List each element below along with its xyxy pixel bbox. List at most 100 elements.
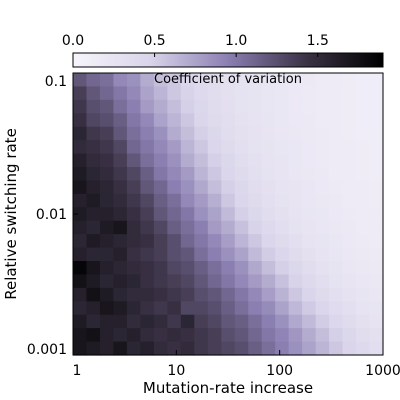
heatmap-cell [140, 140, 155, 155]
heatmap-cell [113, 126, 128, 141]
heatmap-cell [302, 153, 317, 168]
heatmap-cell [153, 113, 168, 128]
heatmap-cell [342, 341, 357, 356]
heatmap-cell [342, 314, 357, 329]
heatmap-cell [248, 287, 263, 302]
heatmap-cell [140, 167, 155, 182]
heatmap-cell [288, 207, 303, 222]
heatmap-cell [86, 247, 101, 262]
heatmap-cell [329, 328, 344, 343]
heatmap-cell [99, 73, 115, 88]
heatmap-cell [261, 167, 276, 182]
heatmap-cell [275, 234, 290, 249]
heatmap-cell [207, 180, 222, 195]
heatmap-cell [86, 234, 101, 249]
heatmap-cell [167, 99, 182, 114]
heatmap-cell [221, 193, 236, 208]
heatmap-cell [221, 140, 236, 155]
heatmap-cell [180, 301, 195, 316]
heatmap-cell [140, 180, 155, 195]
heatmap-cell [288, 234, 303, 249]
heatmap-cell [153, 99, 168, 114]
heatmap-cell [369, 341, 384, 356]
heatmap-cell [248, 207, 263, 222]
heatmap-cell [180, 73, 195, 88]
heatmap-cell [248, 153, 263, 168]
heatmap-cell [275, 328, 290, 343]
heatmap-cell [126, 301, 141, 316]
heatmap-cell [302, 341, 317, 356]
colorbar-ticks: 0.0 0.5 1.0 1.5 [62, 33, 329, 57]
heatmap-cell [194, 167, 209, 182]
heatmap-cell [221, 113, 236, 128]
heatmap-cell [288, 167, 303, 182]
heatmap-cell [194, 140, 209, 155]
heatmap-cell [234, 287, 249, 302]
heatmap-cell [329, 287, 344, 302]
heatmap-cell [221, 261, 236, 276]
heatmap-cell [356, 234, 371, 249]
heatmap-cell [356, 167, 371, 182]
heatmap-cell [342, 167, 357, 182]
heatmap-cell [302, 261, 317, 276]
heatmap-cell [302, 140, 317, 155]
heatmap-cell [99, 207, 115, 222]
heatmap-cell [180, 126, 195, 141]
heatmap-cell [86, 73, 101, 88]
heatmap-cell [167, 126, 182, 141]
heatmap-cell [207, 153, 222, 168]
heatmap-cell [207, 274, 222, 289]
heatmap-cell [261, 261, 276, 276]
heatmap-cell [207, 99, 222, 114]
heatmap-cell [315, 274, 330, 289]
heatmap-cell [153, 261, 168, 276]
heatmap-cell [113, 180, 128, 195]
heatmap-cell [234, 341, 249, 356]
heatmap-cell [99, 193, 115, 208]
heatmap-cell [126, 341, 141, 356]
heatmap-cell [99, 314, 115, 329]
heatmap-cell [275, 314, 290, 329]
heatmap-cell [221, 274, 236, 289]
heatmap-cell [99, 86, 115, 101]
heatmap-cell [194, 247, 209, 262]
heatmap-cell [261, 234, 276, 249]
heatmap-cell [369, 220, 384, 235]
heatmap-cell [275, 287, 290, 302]
heatmap-cell [315, 113, 330, 128]
heatmap-cell [342, 153, 357, 168]
heatmap-cell [234, 193, 249, 208]
heatmap-cell [288, 180, 303, 195]
heatmap-cell [153, 301, 168, 316]
heatmap-cell [113, 207, 128, 222]
heatmap-cell [288, 99, 303, 114]
heatmap-cell [99, 341, 115, 356]
heatmap-cell [275, 341, 290, 356]
heatmap-cell [207, 234, 222, 249]
heatmap-cell [113, 193, 128, 208]
heatmap-cell [288, 301, 303, 316]
heatmap-cell [369, 180, 384, 195]
heatmap-cell [86, 314, 101, 329]
heatmap-cell [302, 180, 317, 195]
heatmap-cell [261, 153, 276, 168]
heatmap-cell [126, 86, 141, 101]
heatmap-cell [99, 234, 115, 249]
heatmap-cell [180, 341, 195, 356]
heatmap-cell [140, 301, 155, 316]
heatmap-cell [99, 126, 115, 141]
heatmap-cell [329, 167, 344, 182]
heatmap-cell [86, 180, 101, 195]
heatmap-cell [288, 220, 303, 235]
heatmap-cell [329, 99, 344, 114]
heatmap-cell [140, 247, 155, 262]
heatmap-cell [73, 153, 88, 168]
heatmap-cell [248, 314, 263, 329]
heatmap-cell [356, 314, 371, 329]
heatmap-cell [99, 274, 115, 289]
heatmap-cell [73, 220, 88, 235]
heatmap-cell [180, 153, 195, 168]
heatmap-cell [167, 247, 182, 262]
heatmap-cell [99, 140, 115, 155]
heatmap-cell [126, 234, 141, 249]
